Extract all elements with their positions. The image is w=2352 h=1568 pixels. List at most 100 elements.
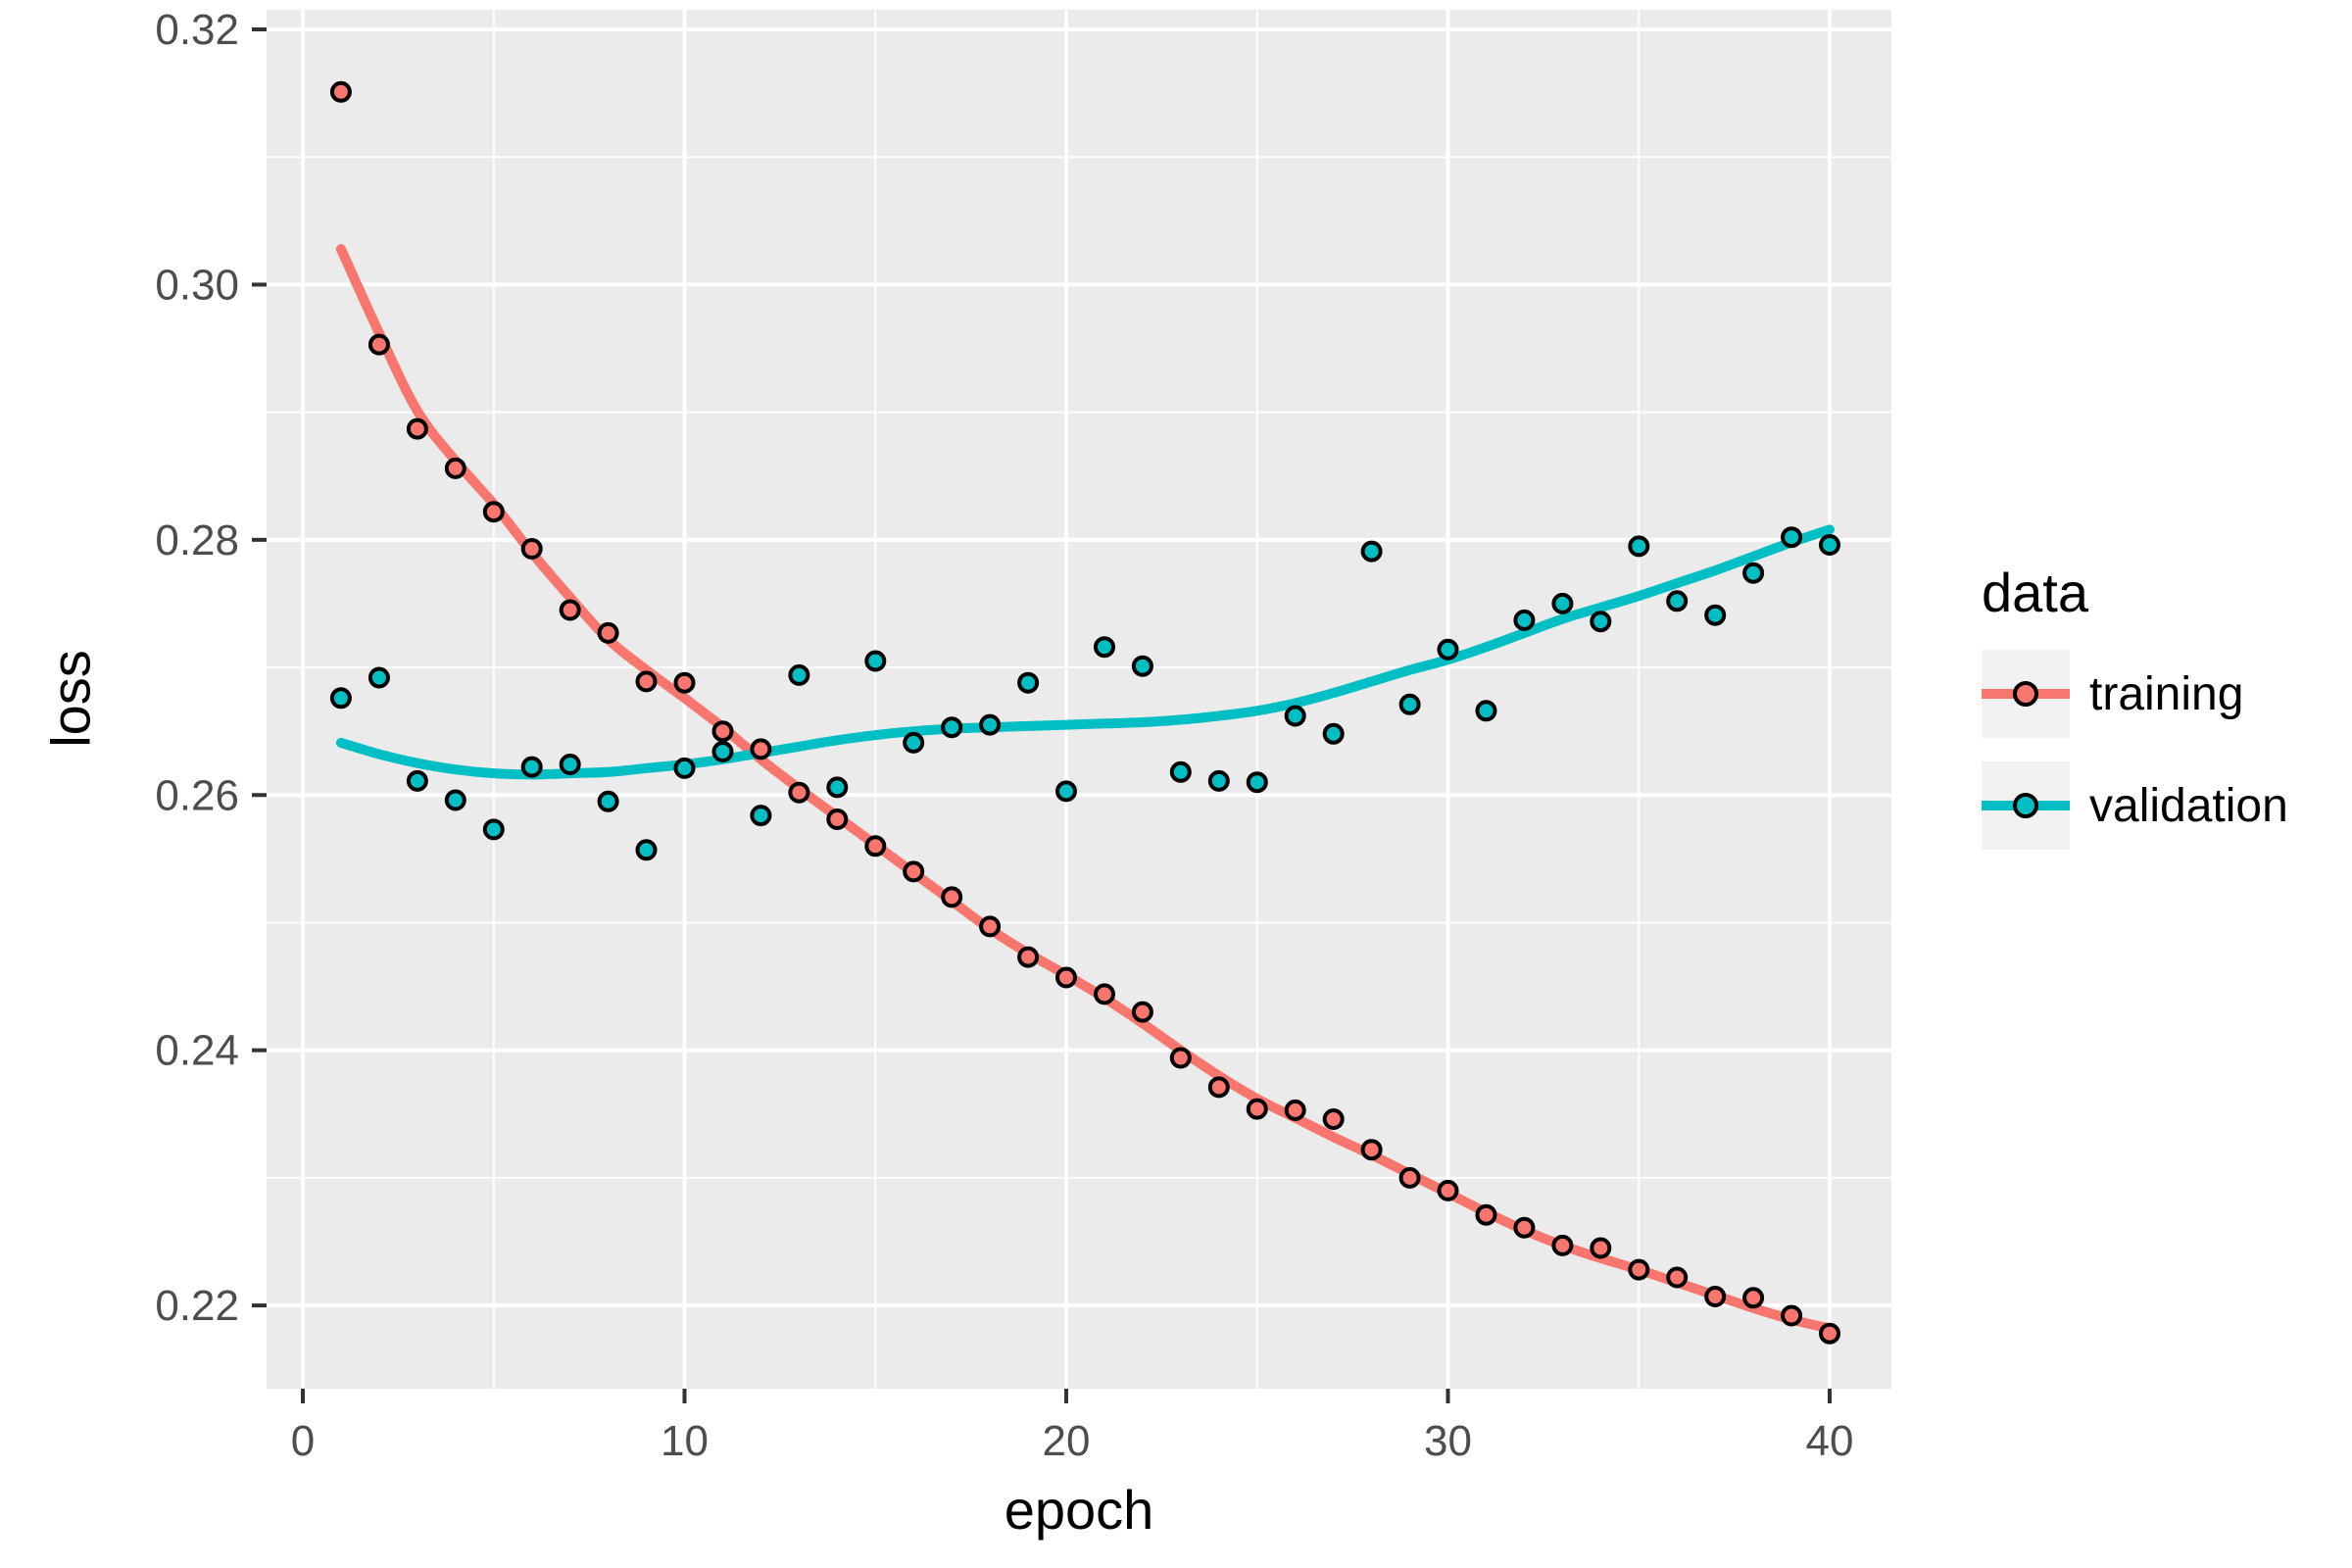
validation-point xyxy=(826,776,849,799)
validation-point xyxy=(1628,535,1650,558)
validation-point xyxy=(903,731,925,754)
training-point xyxy=(1666,1266,1689,1289)
y-axis-title: loss xyxy=(39,650,102,748)
validation-point xyxy=(1169,760,1192,783)
training-point xyxy=(368,333,390,356)
validation-point xyxy=(1704,604,1727,626)
training-point xyxy=(1704,1286,1727,1307)
training-point xyxy=(903,860,925,883)
validation-point xyxy=(520,756,543,778)
validation-point xyxy=(1590,611,1612,633)
legend-label-training: training xyxy=(2089,667,2244,720)
validation-point xyxy=(635,839,658,861)
training-point xyxy=(1551,1234,1574,1256)
validation-point xyxy=(1781,526,1803,549)
validation-point xyxy=(1398,693,1421,715)
validation-point xyxy=(444,789,466,811)
validation-point xyxy=(597,790,619,812)
training-point xyxy=(788,781,810,804)
training-point xyxy=(1437,1179,1459,1201)
validation-point xyxy=(1666,590,1689,612)
training-point xyxy=(750,738,772,760)
x-tick-label: 30 xyxy=(1424,1417,1472,1465)
training-point xyxy=(1781,1304,1803,1327)
validation-point xyxy=(329,687,352,710)
training-point xyxy=(1819,1322,1840,1345)
legend-key-validation xyxy=(1982,761,2070,850)
training-point xyxy=(406,417,428,440)
training-point xyxy=(1094,983,1115,1005)
validation-point xyxy=(1513,609,1536,631)
training-point xyxy=(1131,1001,1153,1023)
training-point xyxy=(1628,1258,1650,1281)
training-point xyxy=(1055,966,1077,989)
training-point xyxy=(635,670,658,693)
training-point xyxy=(1513,1216,1536,1239)
legend-title: data xyxy=(1982,562,2088,623)
validation-point xyxy=(1094,636,1115,659)
validation-point xyxy=(1131,655,1153,677)
validation-point xyxy=(941,716,963,739)
panel-background xyxy=(267,10,1891,1389)
validation-point xyxy=(1284,705,1306,727)
validation-point xyxy=(1551,592,1574,614)
x-tick-label: 40 xyxy=(1806,1417,1854,1465)
training-point xyxy=(1360,1139,1383,1161)
training-point xyxy=(1017,946,1040,968)
validation-point xyxy=(979,713,1002,736)
training-point xyxy=(1207,1076,1230,1099)
training-point xyxy=(597,621,619,644)
training-point xyxy=(482,501,505,523)
training-point xyxy=(1398,1166,1421,1189)
training-point xyxy=(941,886,963,908)
y-tick-label: 0.28 xyxy=(155,516,239,564)
validation-point xyxy=(1437,638,1459,661)
validation-point xyxy=(482,818,505,841)
training-point xyxy=(1475,1203,1497,1226)
validation-smooth-line xyxy=(335,524,1835,780)
y-tick-label: 0.30 xyxy=(155,261,239,309)
validation-point xyxy=(750,805,772,827)
training-point xyxy=(711,720,734,743)
training-point xyxy=(1322,1108,1345,1130)
legend-key-training xyxy=(1982,650,2070,738)
validation-point xyxy=(1246,771,1268,794)
legend-item-validation: validation xyxy=(1982,761,2288,850)
training-point xyxy=(1590,1237,1612,1259)
y-tick-label: 0.24 xyxy=(155,1027,239,1075)
x-tick-label: 0 xyxy=(291,1417,315,1465)
x-axis-title: epoch xyxy=(1004,1479,1154,1541)
legend: data training validation xyxy=(1982,561,2288,873)
y-tick-label: 0.32 xyxy=(155,6,239,54)
validation-point xyxy=(1207,769,1230,792)
training-point xyxy=(520,538,543,560)
y-tick-label: 0.22 xyxy=(155,1282,239,1330)
validation-point xyxy=(1017,671,1040,694)
validation-point xyxy=(711,741,734,762)
validation-point xyxy=(1819,534,1840,556)
validation-point xyxy=(788,663,810,686)
y-tick-label: 0.26 xyxy=(155,771,239,819)
training-point xyxy=(1246,1098,1268,1120)
validation-point xyxy=(1322,722,1345,745)
training-point-swatch-icon xyxy=(2013,681,2038,707)
validation-point xyxy=(1475,700,1497,722)
validation-point xyxy=(1360,540,1383,563)
validation-point-swatch-icon xyxy=(2013,793,2038,818)
training-point xyxy=(444,457,466,479)
training-point xyxy=(673,671,696,694)
validation-point xyxy=(559,754,581,775)
x-tick-label: 20 xyxy=(1043,1417,1091,1465)
legend-item-training: training xyxy=(1982,650,2288,738)
training-point xyxy=(1169,1047,1192,1069)
training-point xyxy=(1742,1287,1765,1309)
validation-point xyxy=(1742,562,1765,584)
training-point xyxy=(329,80,352,103)
training-point xyxy=(826,808,849,830)
validation-point xyxy=(368,666,390,689)
x-tick-label: 10 xyxy=(661,1417,709,1465)
training-point xyxy=(1284,1099,1306,1121)
training-point xyxy=(559,599,581,621)
